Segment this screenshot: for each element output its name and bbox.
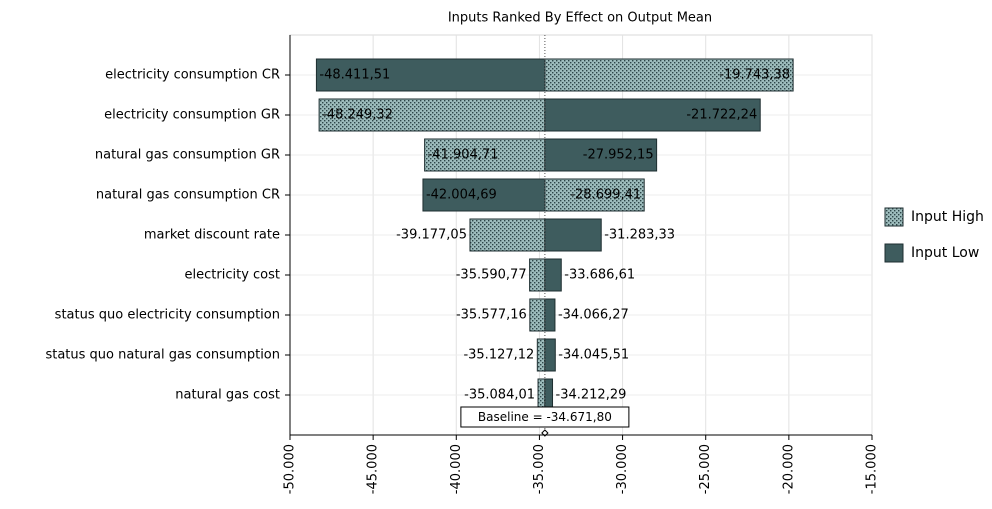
bar xyxy=(544,218,602,252)
bar xyxy=(544,338,556,372)
bar xyxy=(315,58,546,92)
x-tick-label: -35.000 xyxy=(532,444,547,494)
data-label: -33.686,61 xyxy=(564,268,635,283)
legend-label: Input High xyxy=(911,209,984,225)
data-label: -35.084,01 xyxy=(464,388,535,403)
chart-title: Inputs Ranked By Effect on Output Mean xyxy=(448,11,712,26)
baseline-box xyxy=(460,406,630,428)
data-label: -31.283,33 xyxy=(604,228,675,243)
data-label: -35.590,77 xyxy=(456,268,527,283)
bar xyxy=(424,138,546,172)
bar xyxy=(544,138,658,172)
data-label: -35.127,12 xyxy=(463,348,534,363)
bar xyxy=(469,218,546,252)
y-tick-label: status quo natural gas consumption xyxy=(45,348,280,363)
y-tick-label: status quo electricity consumption xyxy=(55,308,280,323)
data-label: -34.066,27 xyxy=(558,308,629,323)
y-tick-label: electricity consumption GR xyxy=(104,108,280,123)
data-label: -28.699,41 xyxy=(570,188,641,203)
y-tick-label: electricity cost xyxy=(185,268,280,283)
data-label: -48.249,32 xyxy=(322,108,393,123)
x-tick-label: -30.000 xyxy=(615,444,630,494)
bar xyxy=(536,338,546,372)
data-label: -34.212,29 xyxy=(556,388,627,403)
bar xyxy=(544,298,556,332)
baseline-label: Baseline = -34.671,80 xyxy=(478,410,612,424)
x-tick-label: -25.000 xyxy=(698,444,713,494)
data-label: -39.177,05 xyxy=(396,228,467,243)
legend-swatch xyxy=(884,207,904,227)
data-label: -19.743,38 xyxy=(719,68,790,83)
bar xyxy=(422,178,546,212)
bar xyxy=(537,378,546,412)
y-tick-label: natural gas cost xyxy=(175,388,280,403)
x-tick-label: -15.000 xyxy=(865,444,880,494)
bar xyxy=(544,378,554,412)
bar xyxy=(544,258,562,292)
bar xyxy=(544,98,761,132)
bar xyxy=(544,58,794,92)
bar xyxy=(529,298,546,332)
bar xyxy=(529,258,546,292)
legend-label: Input Low xyxy=(911,245,979,261)
data-label: -27.952,15 xyxy=(583,148,654,163)
x-tick-label: -45.000 xyxy=(366,444,381,494)
x-tick-label: -50.000 xyxy=(283,444,298,494)
data-label: -21.722,24 xyxy=(686,108,757,123)
y-tick-label: natural gas consumption CR xyxy=(96,188,280,203)
data-label: -34.045,51 xyxy=(558,348,629,363)
data-label: -41.904,71 xyxy=(428,148,499,163)
y-tick-label: natural gas consumption GR xyxy=(95,148,280,163)
x-tick-label: -20.000 xyxy=(781,444,796,494)
data-label: -35.577,16 xyxy=(456,308,527,323)
y-tick-label: market discount rate xyxy=(144,228,280,243)
y-tick-label: electricity consumption CR xyxy=(105,68,280,83)
x-tick-label: -40.000 xyxy=(449,444,464,494)
legend-swatch xyxy=(884,243,904,263)
data-label: -48.411,51 xyxy=(319,68,390,83)
data-label: -42.004,69 xyxy=(426,188,497,203)
